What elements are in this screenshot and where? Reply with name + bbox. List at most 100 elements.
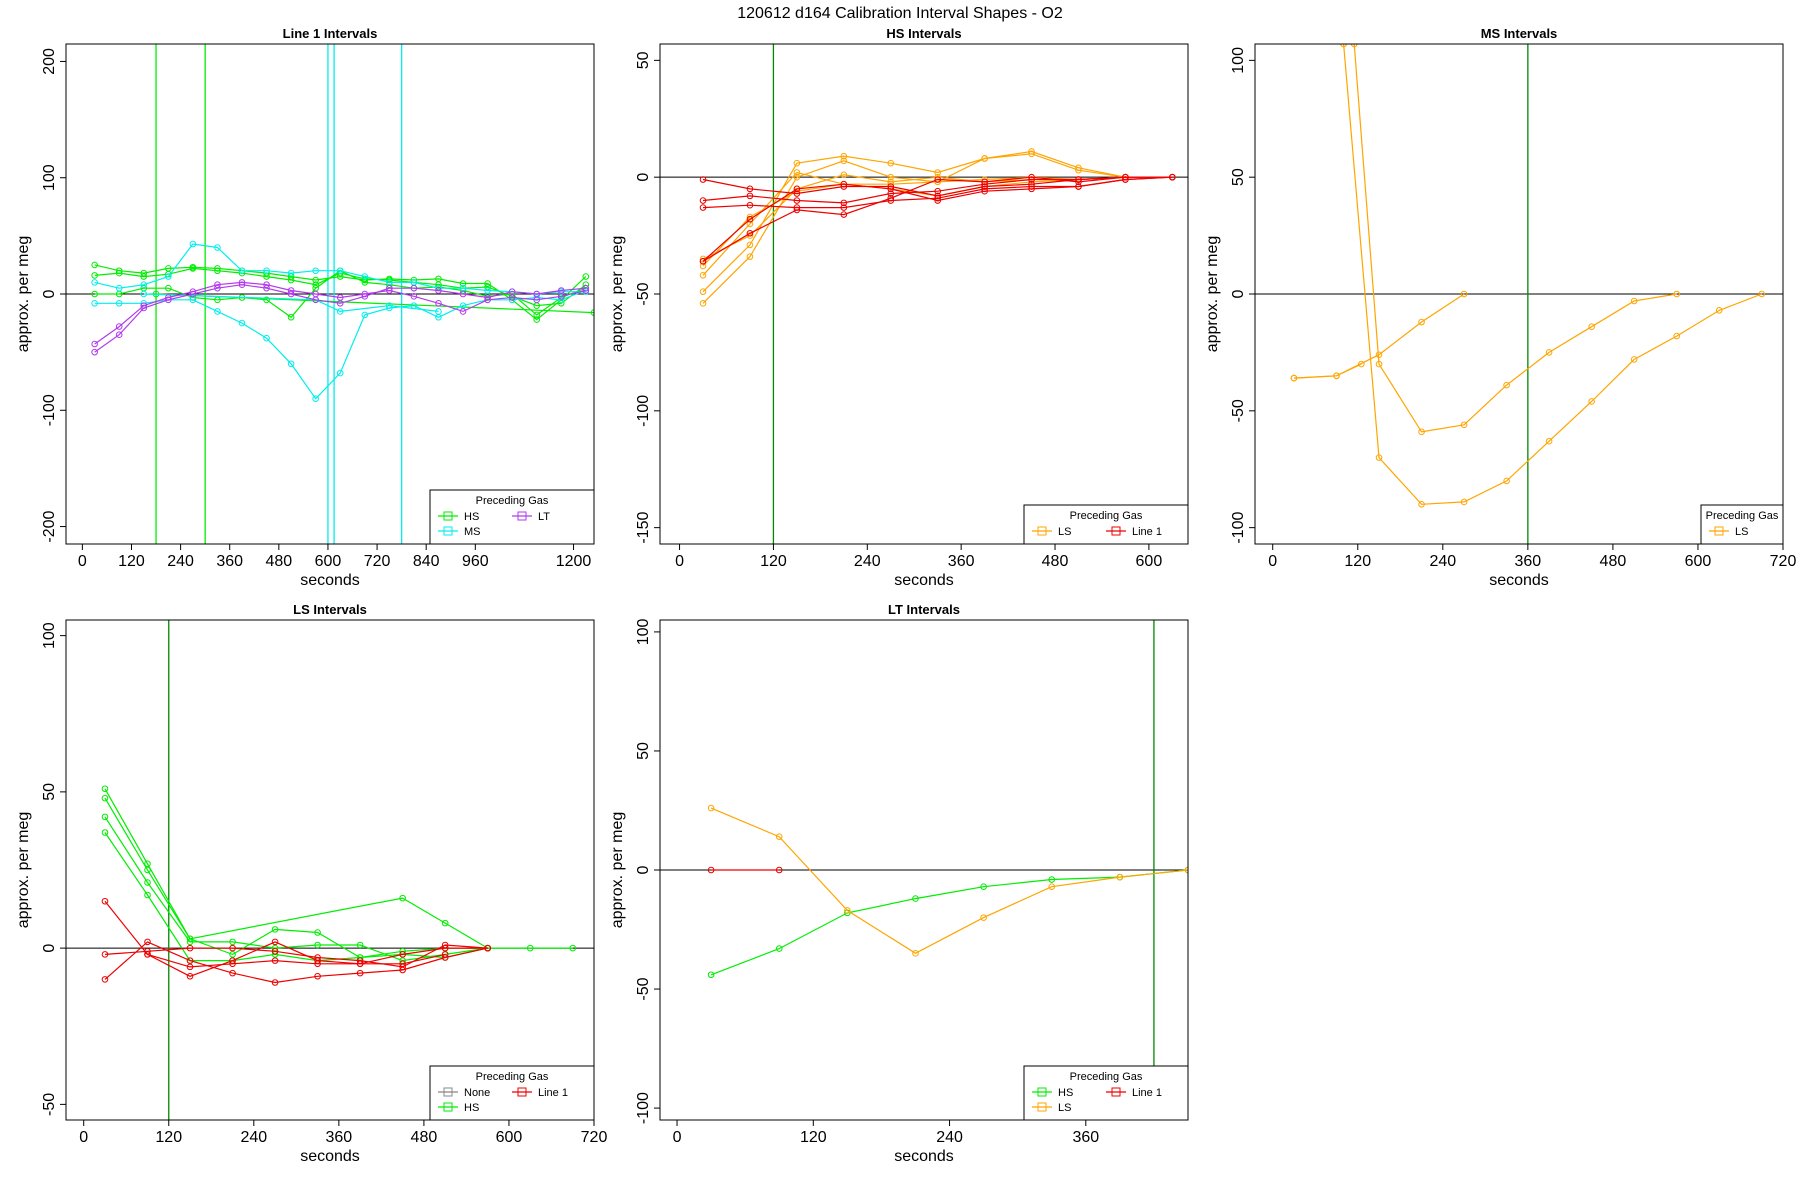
- data-point: [101, 976, 109, 983]
- data-point: [1588, 323, 1595, 331]
- data-point: [140, 290, 148, 298]
- data-point: [356, 960, 364, 968]
- data-point: [793, 197, 801, 204]
- data-point: [441, 941, 449, 949]
- x-axis-label: seconds: [300, 572, 360, 589]
- data-point: [1122, 176, 1129, 183]
- data-point: [263, 267, 270, 275]
- y-tick-label: -50: [635, 977, 652, 1000]
- data-point: [887, 173, 895, 181]
- data-point: [912, 895, 919, 902]
- data-point: [1630, 356, 1638, 363]
- x-tick-label: 840: [413, 553, 440, 570]
- plot-area: [660, 44, 1188, 544]
- data-point: [980, 914, 987, 921]
- y-tick-label: 0: [635, 173, 652, 182]
- x-axis-label: seconds: [1489, 572, 1549, 589]
- x-tick-label: 720: [364, 553, 391, 570]
- legend-box: [429, 489, 595, 545]
- data-point: [441, 951, 449, 958]
- data-point: [887, 185, 895, 193]
- data-point: [91, 290, 98, 298]
- panels: Line 1 Intervals 0 120 240 360 480 600 720 840 96…: [15, 26, 1796, 1165]
- data-point: [533, 316, 540, 323]
- data-point: [336, 267, 344, 275]
- data-point: [484, 287, 491, 294]
- data-point: [287, 290, 295, 298]
- legend-title: Preceding Gas: [1070, 510, 1143, 522]
- y-tick-label: -200: [41, 510, 58, 542]
- data-point: [271, 938, 279, 946]
- series-line-line-1: [104, 900, 488, 977]
- plot-area: [1255, 44, 1783, 544]
- legend-label: Line 1: [1132, 526, 1162, 538]
- data-point: [238, 319, 246, 327]
- data-point: [1503, 381, 1510, 389]
- data-point: [1460, 421, 1468, 429]
- x-tick-label: 120: [118, 553, 145, 570]
- series-line-line-1: [104, 941, 488, 984]
- legend-swatch-marker: [443, 511, 453, 521]
- data-point: [287, 287, 295, 294]
- series-line-ls: [702, 153, 1126, 293]
- x-tick-label: 360: [326, 1129, 353, 1146]
- panel-title: MS Intervals: [1481, 26, 1558, 41]
- legend-swatch-marker: [443, 1087, 453, 1097]
- panel-title: LS Intervals: [293, 602, 367, 617]
- data-point: [840, 180, 848, 188]
- panel-1: Line 1 Intervals 0 120 240 360 480 600 720 840 96…: [15, 26, 595, 589]
- data-point: [484, 283, 491, 291]
- data-point: [746, 201, 754, 209]
- legend-swatch-marker: [1111, 1087, 1121, 1097]
- data-point: [840, 157, 848, 165]
- data-point: [361, 273, 369, 280]
- legend-item: Line 1: [512, 1087, 568, 1099]
- data-point: [140, 281, 148, 288]
- data-point: [590, 309, 594, 316]
- legend-label: HS: [464, 1102, 479, 1114]
- legend-swatch-marker: [517, 511, 527, 521]
- data-point: [101, 785, 109, 793]
- data-point: [912, 950, 919, 957]
- data-point: [91, 279, 98, 286]
- data-point: [1673, 332, 1680, 340]
- data-point: [887, 194, 895, 202]
- data-point: [699, 272, 707, 279]
- data-point: [144, 866, 151, 874]
- data-point: [1290, 374, 1298, 382]
- y-tick-label: 50: [1230, 168, 1247, 186]
- legend-title: Preceding Gas: [476, 495, 549, 507]
- data-point: [1418, 428, 1425, 436]
- data-point: [140, 273, 148, 280]
- x-tick-label: 360: [948, 553, 975, 570]
- data-point: [410, 293, 418, 300]
- data-point: [699, 257, 707, 265]
- legend-item: LT: [512, 511, 550, 523]
- data-point: [91, 340, 98, 348]
- data-point: [793, 185, 801, 193]
- legend-swatch-marker: [443, 526, 453, 536]
- legend-item: HS: [438, 511, 479, 523]
- data-point: [1715, 307, 1723, 314]
- data-point: [699, 300, 707, 307]
- y-tick-label: -100: [635, 1092, 652, 1124]
- data-point: [186, 938, 194, 946]
- plot-area: [66, 620, 594, 1120]
- x-tick-label: 240: [1429, 553, 1456, 570]
- data-point: [746, 253, 754, 260]
- legend-swatch-marker: [1111, 526, 1121, 536]
- data-point: [569, 944, 577, 952]
- series-line-lt: [94, 284, 586, 353]
- data-point: [459, 308, 467, 315]
- data-point: [484, 296, 491, 304]
- data-point: [229, 960, 236, 968]
- data-point: [287, 360, 295, 368]
- data-point: [1460, 498, 1468, 506]
- data-point: [229, 938, 236, 946]
- panel-title: LT Intervals: [888, 602, 960, 617]
- y-tick-label: -100: [635, 395, 652, 427]
- data-point: [508, 294, 516, 301]
- series-line-ms: [143, 293, 439, 313]
- data-point: [287, 313, 295, 321]
- data-point: [793, 159, 801, 167]
